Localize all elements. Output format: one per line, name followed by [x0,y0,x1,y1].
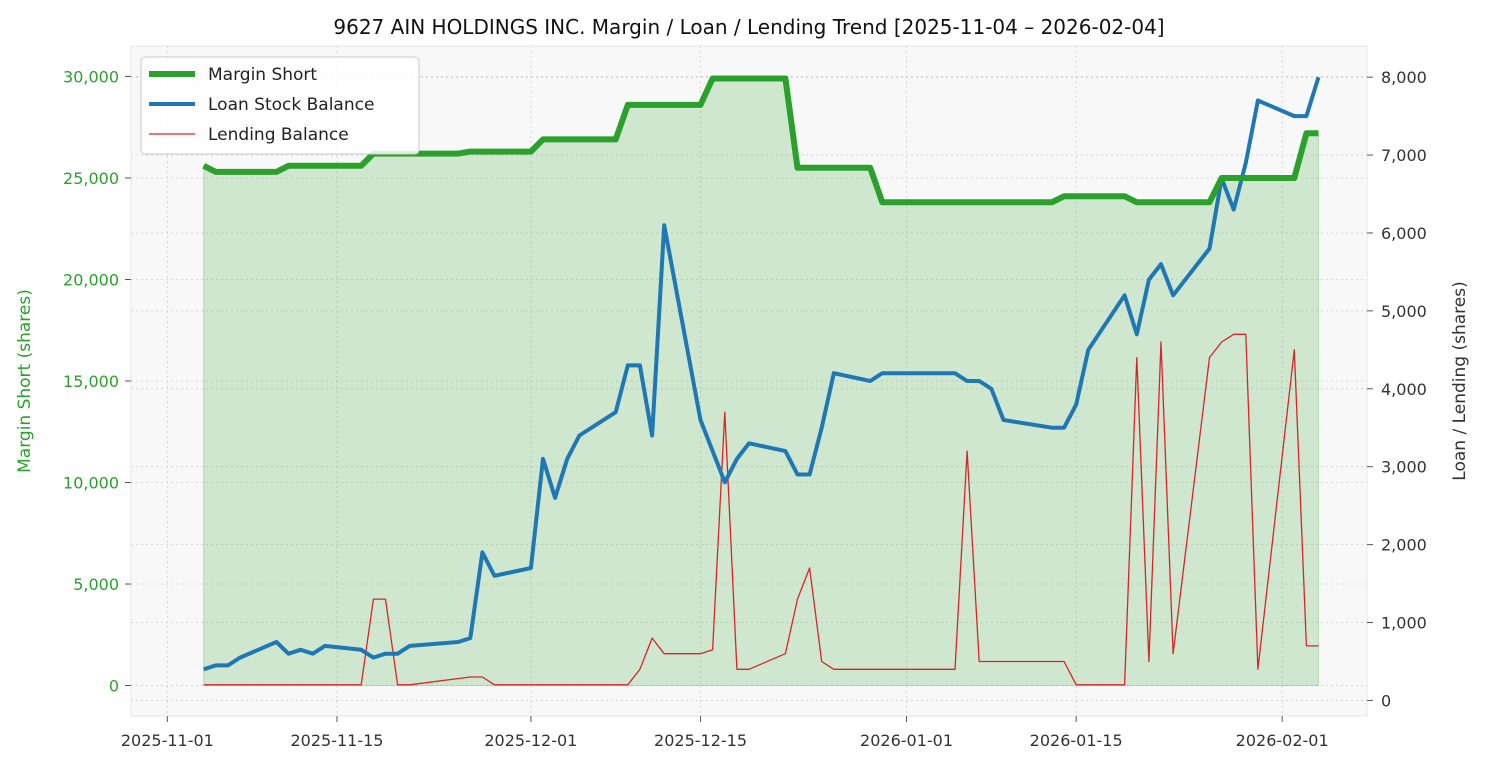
y-right-tick-label: 2,000 [1381,536,1427,555]
legend-label: Loan Stock Balance [208,95,374,115]
x-tick-label: 2026-01-15 [1030,731,1123,750]
y-axis-left-label: Margin Short (shares) [15,289,35,473]
x-tick-label: 2026-02-01 [1236,731,1329,750]
y-left-tick-label: 20,000 [63,270,119,289]
x-tick-label: 2025-11-15 [291,731,384,750]
y-axis-right-label: Loan / Lending (shares) [1450,281,1470,480]
y-left-tick-label: 0 [109,677,119,696]
x-tick-label: 2025-12-15 [654,731,747,750]
axes-layer: 2025-11-01 2025-11-15 2025-12-01 2025-12-15… [63,45,1427,750]
lending-balance-line [203,333,1319,686]
loan-stock-balance-line [203,76,1321,672]
legend: Margin Short Loan Stock Balance Lending Ba… [140,56,420,155]
y-right-tick-label: 5,000 [1381,302,1427,321]
y-right-tick-label: 8,000 [1381,68,1427,87]
y-right-tick-label: 1,000 [1381,614,1427,633]
y-right-tick-label: 3,000 [1381,458,1427,477]
x-tick-label: 2026-01-01 [860,731,953,750]
grid-layer [131,46,1367,716]
legend-label: Lending Balance [208,125,349,145]
legend-box [140,56,420,155]
legend-label: Margin Short [208,65,317,85]
x-tick-label: 2025-11-01 [121,731,214,750]
y-right-tick-label: 0 [1381,691,1391,710]
y-right-tick-label: 6,000 [1381,224,1427,243]
y-left-tick-label: 30,000 [63,67,119,86]
y-left-tick-label: 10,000 [63,474,119,493]
y-left-tick-label: 25,000 [63,169,119,188]
y-left-tick-label: 5,000 [73,575,119,594]
x-tick-label: 2025-12-01 [484,731,577,750]
y-right-tick-label: 7,000 [1381,146,1427,165]
chart-title: 9627 AIN HOLDINGS INC. Margin / Loan / L… [333,15,1164,39]
y-left-tick-label: 15,000 [63,372,119,391]
y-right-tick-label: 4,000 [1381,380,1427,399]
